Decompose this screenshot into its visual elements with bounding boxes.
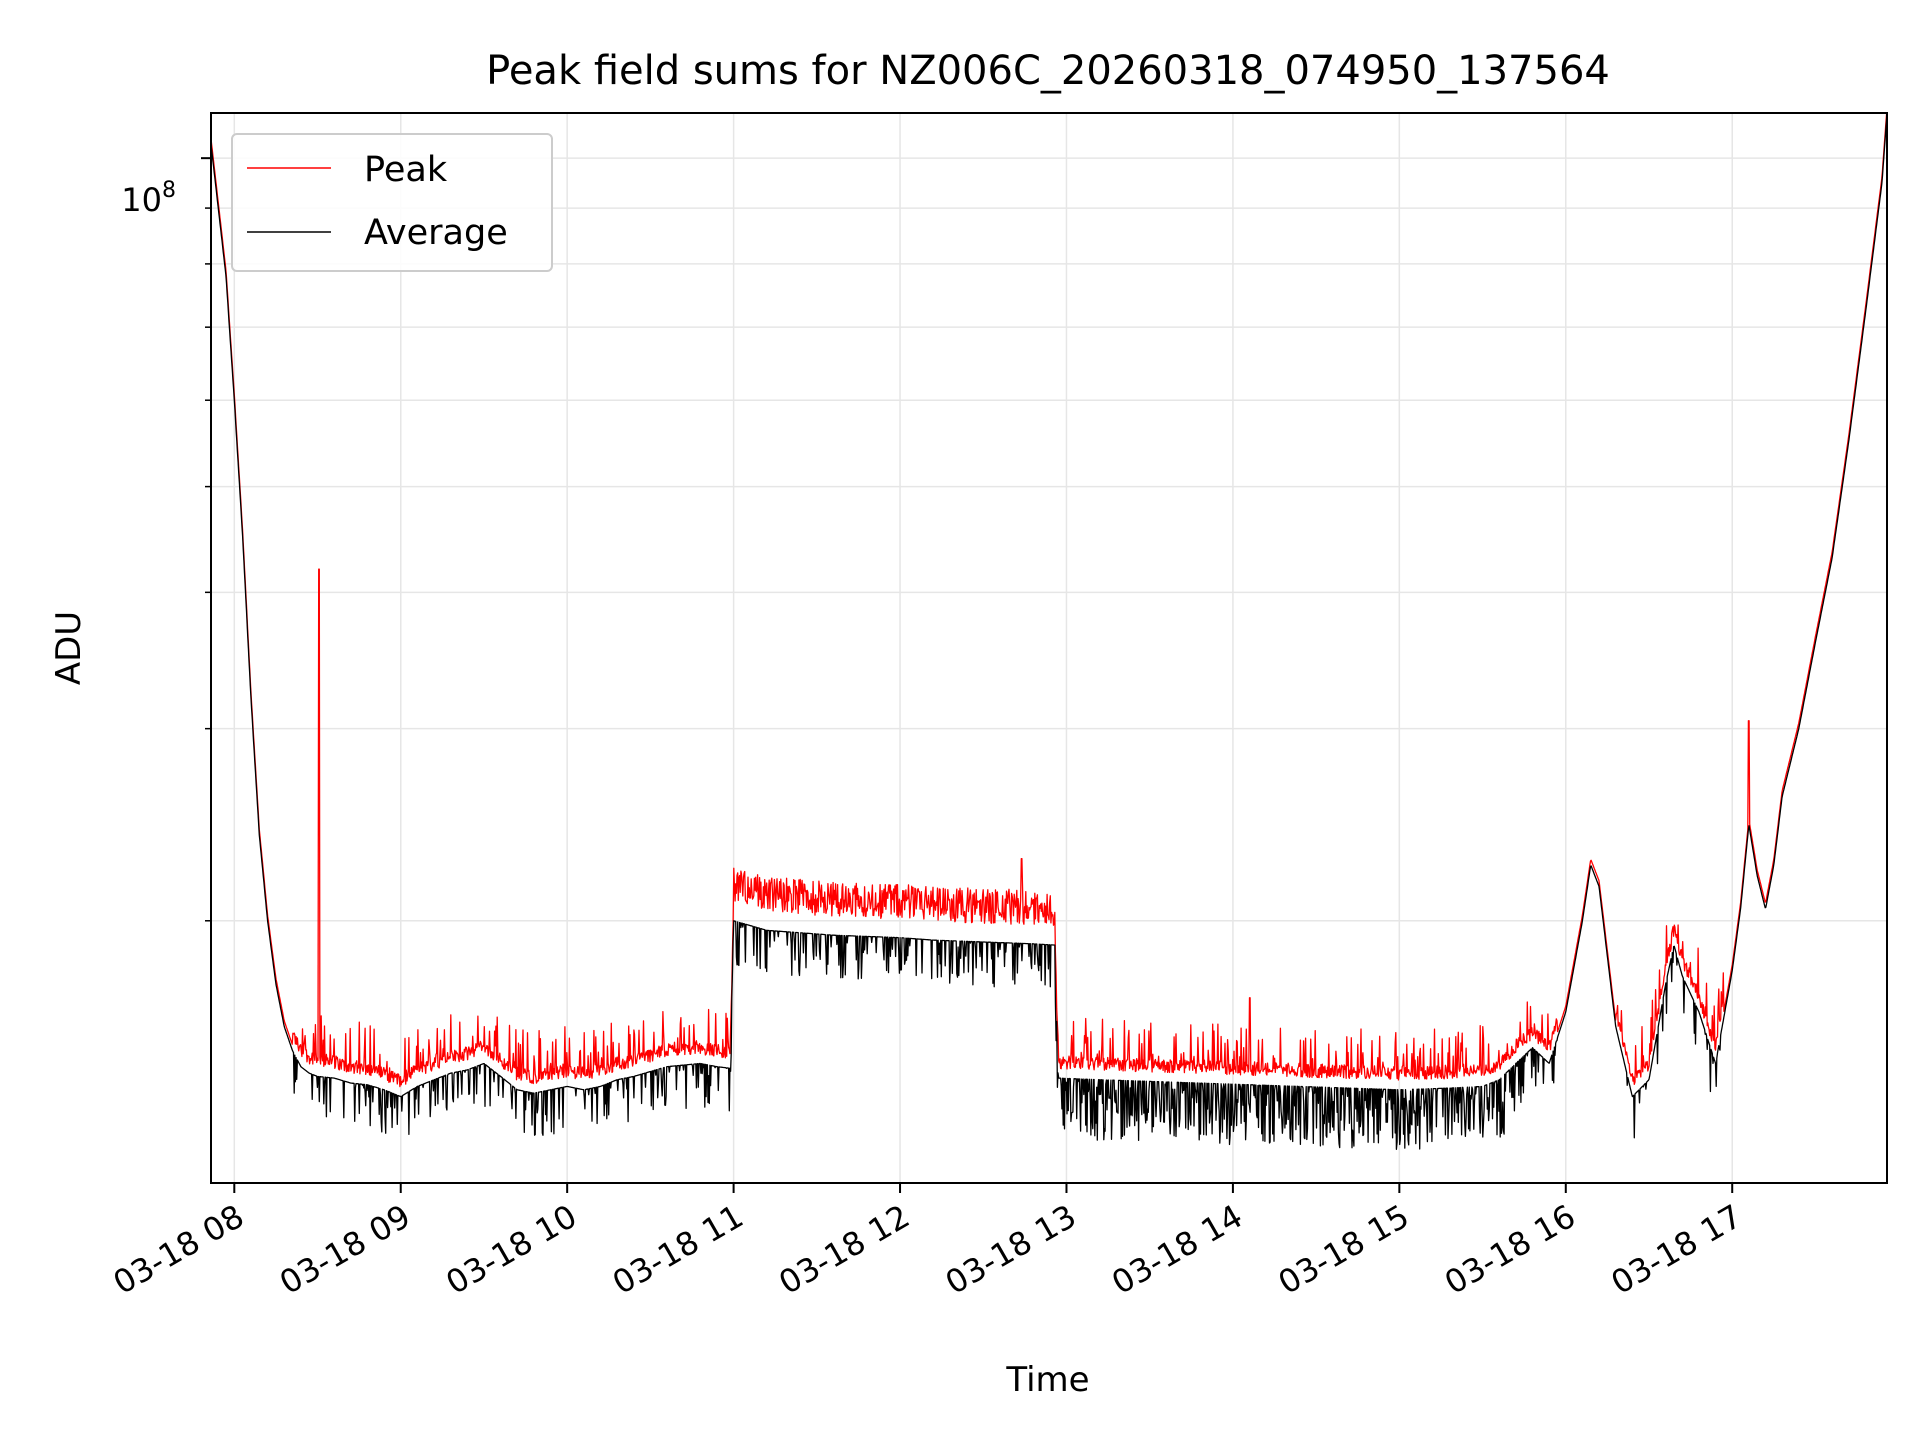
legend-peak-label: Peak (364, 150, 448, 190)
x-tick-label: 03-18 11 (606, 1197, 750, 1302)
x-tick-label: 03-18 09 (273, 1197, 417, 1302)
average-series-line (211, 113, 1887, 1150)
x-tick-label: 03-18 16 (1438, 1197, 1582, 1302)
x-axis-label: Time (1005, 1360, 1089, 1400)
x-tick-label: 03-18 14 (1105, 1197, 1249, 1302)
y-tick-exponent: 8 (162, 178, 176, 203)
y-axis-label: ADU (49, 611, 89, 685)
legend-average-label: Average (364, 213, 508, 253)
x-tick-label: 03-18 10 (440, 1197, 584, 1302)
x-axis: 03-18 08 03-18 09 03-18 10 03-18 11 03-18 12… (107, 1183, 1749, 1302)
chart-title: Peak field sums for NZ006C_20260318_0749… (486, 48, 1610, 94)
y-tick-base: 10 (121, 181, 162, 219)
x-tick-label: 03-18 15 (1272, 1197, 1416, 1302)
peak-series-line (211, 113, 1887, 1088)
y-axis (201, 157, 211, 922)
x-tick-label: 03-18 17 (1605, 1197, 1749, 1302)
y-tick-label-1e8: 108 (121, 178, 176, 219)
grid-lines (211, 113, 1887, 1183)
x-tick-label: 03-18 13 (939, 1197, 1083, 1302)
x-tick-label: 03-18 08 (107, 1197, 251, 1302)
x-tick-label: 03-18 12 (772, 1197, 916, 1302)
plot-frame (210, 112, 1888, 1184)
legend: Peak Average (231, 133, 553, 272)
